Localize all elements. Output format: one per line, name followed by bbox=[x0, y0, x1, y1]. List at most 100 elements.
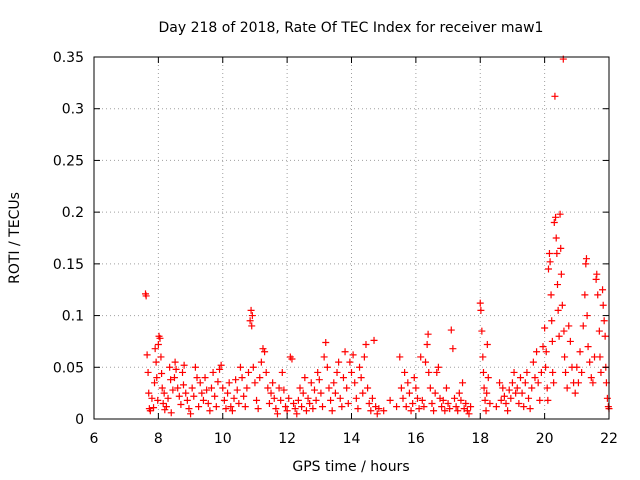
x-tick-label: 20 bbox=[536, 431, 554, 447]
data-point bbox=[236, 363, 244, 371]
x-tick-label: 14 bbox=[343, 431, 361, 447]
data-point bbox=[441, 407, 449, 415]
data-point bbox=[151, 379, 159, 387]
data-point bbox=[542, 363, 550, 371]
data-point bbox=[357, 374, 365, 382]
data-point bbox=[285, 394, 293, 402]
data-point bbox=[158, 384, 166, 392]
data-point bbox=[198, 389, 206, 397]
data-point bbox=[338, 403, 346, 411]
data-point bbox=[294, 396, 302, 404]
data-point bbox=[230, 394, 238, 402]
data-point bbox=[269, 379, 277, 387]
data-point bbox=[277, 396, 285, 404]
data-point bbox=[251, 379, 259, 387]
data-point bbox=[310, 386, 318, 394]
data-point bbox=[423, 341, 431, 349]
data-point bbox=[402, 403, 410, 411]
data-point bbox=[523, 368, 531, 376]
data-point bbox=[476, 299, 484, 307]
data-point bbox=[578, 368, 586, 376]
data-point bbox=[216, 365, 224, 373]
data-point bbox=[359, 389, 367, 397]
data-point bbox=[500, 392, 508, 400]
data-point bbox=[196, 379, 204, 387]
data-points bbox=[142, 55, 613, 418]
data-point bbox=[248, 322, 256, 330]
grid bbox=[94, 57, 609, 419]
data-point bbox=[563, 384, 571, 392]
data-point bbox=[521, 379, 529, 387]
data-point bbox=[220, 396, 228, 404]
data-point bbox=[586, 358, 594, 366]
data-point bbox=[431, 389, 439, 397]
data-point bbox=[143, 351, 151, 359]
data-point bbox=[499, 384, 507, 392]
data-point bbox=[526, 405, 534, 413]
data-point bbox=[397, 384, 405, 392]
data-point bbox=[505, 386, 513, 394]
data-point bbox=[195, 403, 203, 411]
data-point bbox=[328, 407, 336, 415]
data-point bbox=[401, 368, 409, 376]
data-point bbox=[327, 396, 335, 404]
data-point bbox=[243, 384, 251, 392]
data-point bbox=[341, 348, 349, 356]
data-point bbox=[529, 358, 537, 366]
data-point bbox=[600, 317, 608, 325]
data-point bbox=[331, 389, 339, 397]
data-point bbox=[561, 353, 569, 361]
data-point bbox=[151, 345, 159, 353]
x-tick-label: 8 bbox=[154, 431, 163, 447]
y-tick-label: 0.2 bbox=[62, 205, 84, 221]
data-point bbox=[278, 368, 286, 376]
data-point bbox=[364, 384, 372, 392]
data-point bbox=[446, 405, 454, 413]
data-point bbox=[558, 301, 566, 309]
data-point bbox=[365, 399, 373, 407]
chart-title: Day 218 of 2018, Rate Of TEC Index for r… bbox=[159, 20, 544, 36]
data-point bbox=[238, 374, 246, 382]
data-point bbox=[513, 384, 521, 392]
data-point bbox=[272, 405, 280, 413]
data-point bbox=[465, 410, 473, 418]
data-point bbox=[516, 374, 524, 382]
data-point bbox=[515, 399, 523, 407]
data-point bbox=[462, 399, 470, 407]
data-point bbox=[166, 363, 174, 371]
data-point bbox=[582, 260, 590, 268]
data-point bbox=[232, 376, 240, 384]
data-point bbox=[536, 396, 544, 404]
data-point bbox=[187, 410, 195, 418]
data-point bbox=[296, 384, 304, 392]
data-point bbox=[601, 332, 609, 340]
data-point bbox=[596, 353, 604, 361]
data-point bbox=[309, 405, 317, 413]
data-point bbox=[257, 358, 265, 366]
data-point bbox=[291, 405, 299, 413]
data-point bbox=[592, 275, 600, 283]
data-point bbox=[245, 368, 252, 376]
data-point bbox=[430, 407, 438, 415]
data-point bbox=[508, 379, 516, 387]
data-point bbox=[571, 389, 579, 397]
data-point bbox=[597, 368, 605, 376]
data-point bbox=[528, 384, 536, 392]
x-tick-label: 22 bbox=[600, 431, 618, 447]
data-point bbox=[539, 343, 547, 351]
data-point bbox=[339, 374, 347, 382]
data-point bbox=[233, 386, 241, 394]
data-point bbox=[396, 353, 404, 361]
data-point bbox=[185, 405, 193, 413]
data-point bbox=[547, 291, 555, 299]
data-point bbox=[156, 334, 164, 342]
data-point bbox=[463, 407, 471, 415]
data-point bbox=[302, 407, 310, 415]
data-point bbox=[336, 394, 344, 402]
data-point bbox=[348, 368, 355, 376]
x-tick-label: 16 bbox=[407, 431, 425, 447]
data-point bbox=[483, 389, 491, 397]
data-point bbox=[351, 379, 359, 387]
data-point bbox=[579, 322, 587, 330]
data-point bbox=[288, 355, 296, 363]
